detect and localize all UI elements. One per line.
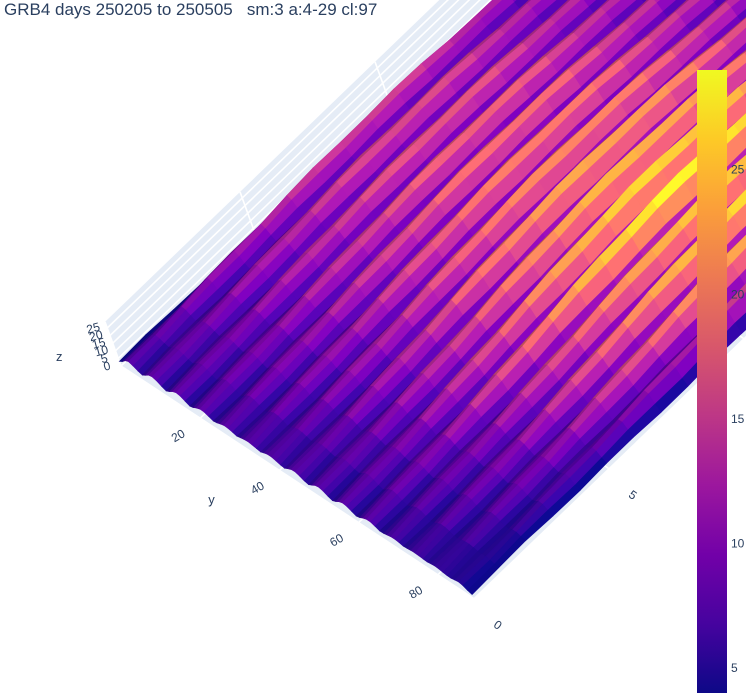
surface-cell [740, 225, 746, 240]
z-tick-label: 5 [99, 351, 109, 366]
y-tick-label: 20 [169, 426, 188, 445]
y-axis-label: y [208, 492, 215, 507]
z-axis-label: z [56, 349, 63, 364]
colorbar-tick-label: 5 [731, 661, 738, 675]
x-tick-label: 0 [491, 617, 505, 632]
colorbar [697, 70, 727, 693]
z-tick-label: 20 [88, 327, 105, 344]
colorbar-tick-label: 10 [731, 536, 745, 550]
colorbar-tick-label: 15 [731, 412, 745, 426]
z-tick-label: 0 [102, 358, 112, 373]
x-tick-label: 5 [626, 487, 640, 502]
z-tick-label: 15 [90, 335, 107, 352]
y-tick-label: 60 [327, 531, 346, 550]
z-tick-label: 25 [85, 320, 102, 337]
colorbar-tick-label: 20 [731, 287, 745, 301]
surface-cell [467, 563, 500, 596]
z-tick-label: 10 [93, 342, 110, 359]
y-tick-label: 80 [407, 583, 426, 602]
y-tick-label: 40 [248, 478, 267, 497]
colorbar-ticks: 5 10 15 20 25 [731, 163, 745, 675]
chart-title: GRB4 days 250205 to 250505 sm:3 a:4-29 c… [4, 0, 378, 19]
colorbar-tick-label: 25 [731, 163, 745, 177]
y-axis-ticks: 20 40 60 80 [169, 426, 425, 602]
